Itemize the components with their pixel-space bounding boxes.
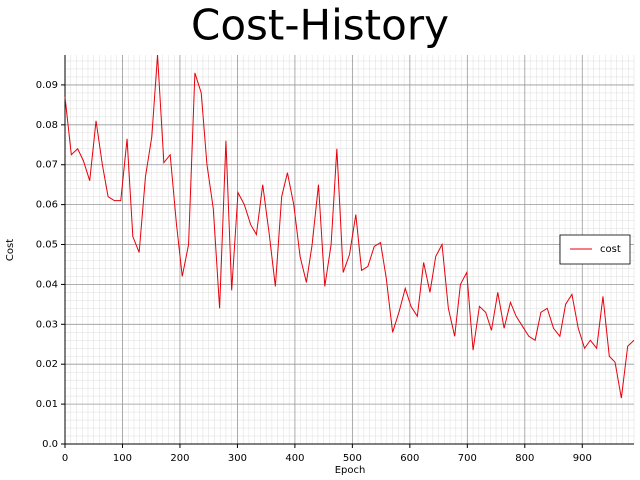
x-tick-label: 400 [285, 453, 304, 464]
y-axis-label: Cost [5, 239, 16, 261]
x-tick-label: 700 [458, 453, 477, 464]
y-tick-label: 0.06 [36, 200, 58, 211]
y-tick-label: 0.02 [36, 359, 58, 370]
y-tick-label: 0.04 [36, 279, 58, 290]
x-tick-label: 0 [62, 453, 68, 464]
x-tick-label: 200 [170, 453, 189, 464]
y-tick-label: 0.08 [36, 120, 58, 131]
x-tick-label: 300 [228, 453, 247, 464]
y-tick-label: 0.0 [42, 439, 58, 450]
y-tick-label: 0.07 [36, 160, 58, 171]
x-tick-label: 600 [400, 453, 419, 464]
cost-line [64, 54, 635, 399]
x-axis-label: Epoch [335, 465, 366, 476]
x-tick-label: 900 [573, 453, 592, 464]
legend-label: cost [600, 244, 621, 255]
y-tick-label: 0.03 [36, 319, 58, 330]
chart-title: Cost-History [191, 1, 449, 50]
x-tick-label: 800 [515, 453, 534, 464]
y-tick-label: 0.01 [36, 399, 58, 410]
x-tick-label: 500 [343, 453, 362, 464]
x-tick-label: 100 [113, 453, 132, 464]
y-tick-label: 0.09 [36, 80, 58, 91]
y-tick-label: 0.05 [36, 240, 58, 251]
